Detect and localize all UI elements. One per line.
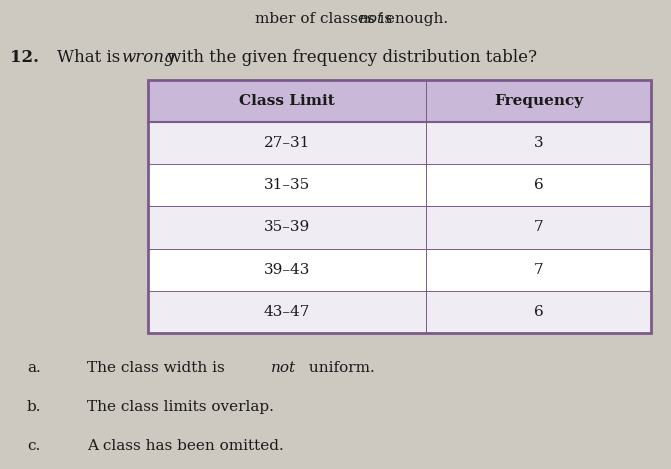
Text: 6: 6 [533, 178, 544, 192]
FancyBboxPatch shape [148, 249, 651, 291]
Text: 12.: 12. [10, 49, 39, 66]
Text: Frequency: Frequency [494, 94, 583, 108]
Text: c.: c. [27, 439, 40, 453]
Text: not: not [359, 12, 384, 26]
FancyBboxPatch shape [148, 122, 651, 164]
Text: 7: 7 [533, 263, 544, 277]
Text: 31–35: 31–35 [264, 178, 310, 192]
Text: The class limits overlap.: The class limits overlap. [87, 400, 274, 414]
FancyBboxPatch shape [148, 80, 651, 122]
Text: with the given frequency distribution table?: with the given frequency distribution ta… [162, 49, 537, 66]
Text: What is: What is [57, 49, 125, 66]
Text: b.: b. [27, 400, 42, 414]
Text: 3: 3 [533, 136, 544, 150]
Text: a.: a. [27, 361, 40, 375]
FancyBboxPatch shape [148, 206, 651, 249]
FancyBboxPatch shape [148, 291, 651, 333]
Text: 7: 7 [533, 220, 544, 234]
Text: 6: 6 [533, 305, 544, 319]
Text: 35–39: 35–39 [264, 220, 310, 234]
Text: not: not [271, 361, 297, 375]
Text: 39–43: 39–43 [264, 263, 310, 277]
Text: A class has been omitted.: A class has been omitted. [87, 439, 284, 453]
FancyBboxPatch shape [148, 164, 651, 206]
Text: 43–47: 43–47 [264, 305, 310, 319]
Text: uniform.: uniform. [304, 361, 374, 375]
Text: Class Limit: Class Limit [239, 94, 335, 108]
Text: 27–31: 27–31 [264, 136, 310, 150]
Text: The class width is: The class width is [87, 361, 230, 375]
Text: wrong: wrong [121, 49, 174, 66]
Text: mber of classes is: mber of classes is [255, 12, 397, 26]
Text: enough.: enough. [381, 12, 448, 26]
